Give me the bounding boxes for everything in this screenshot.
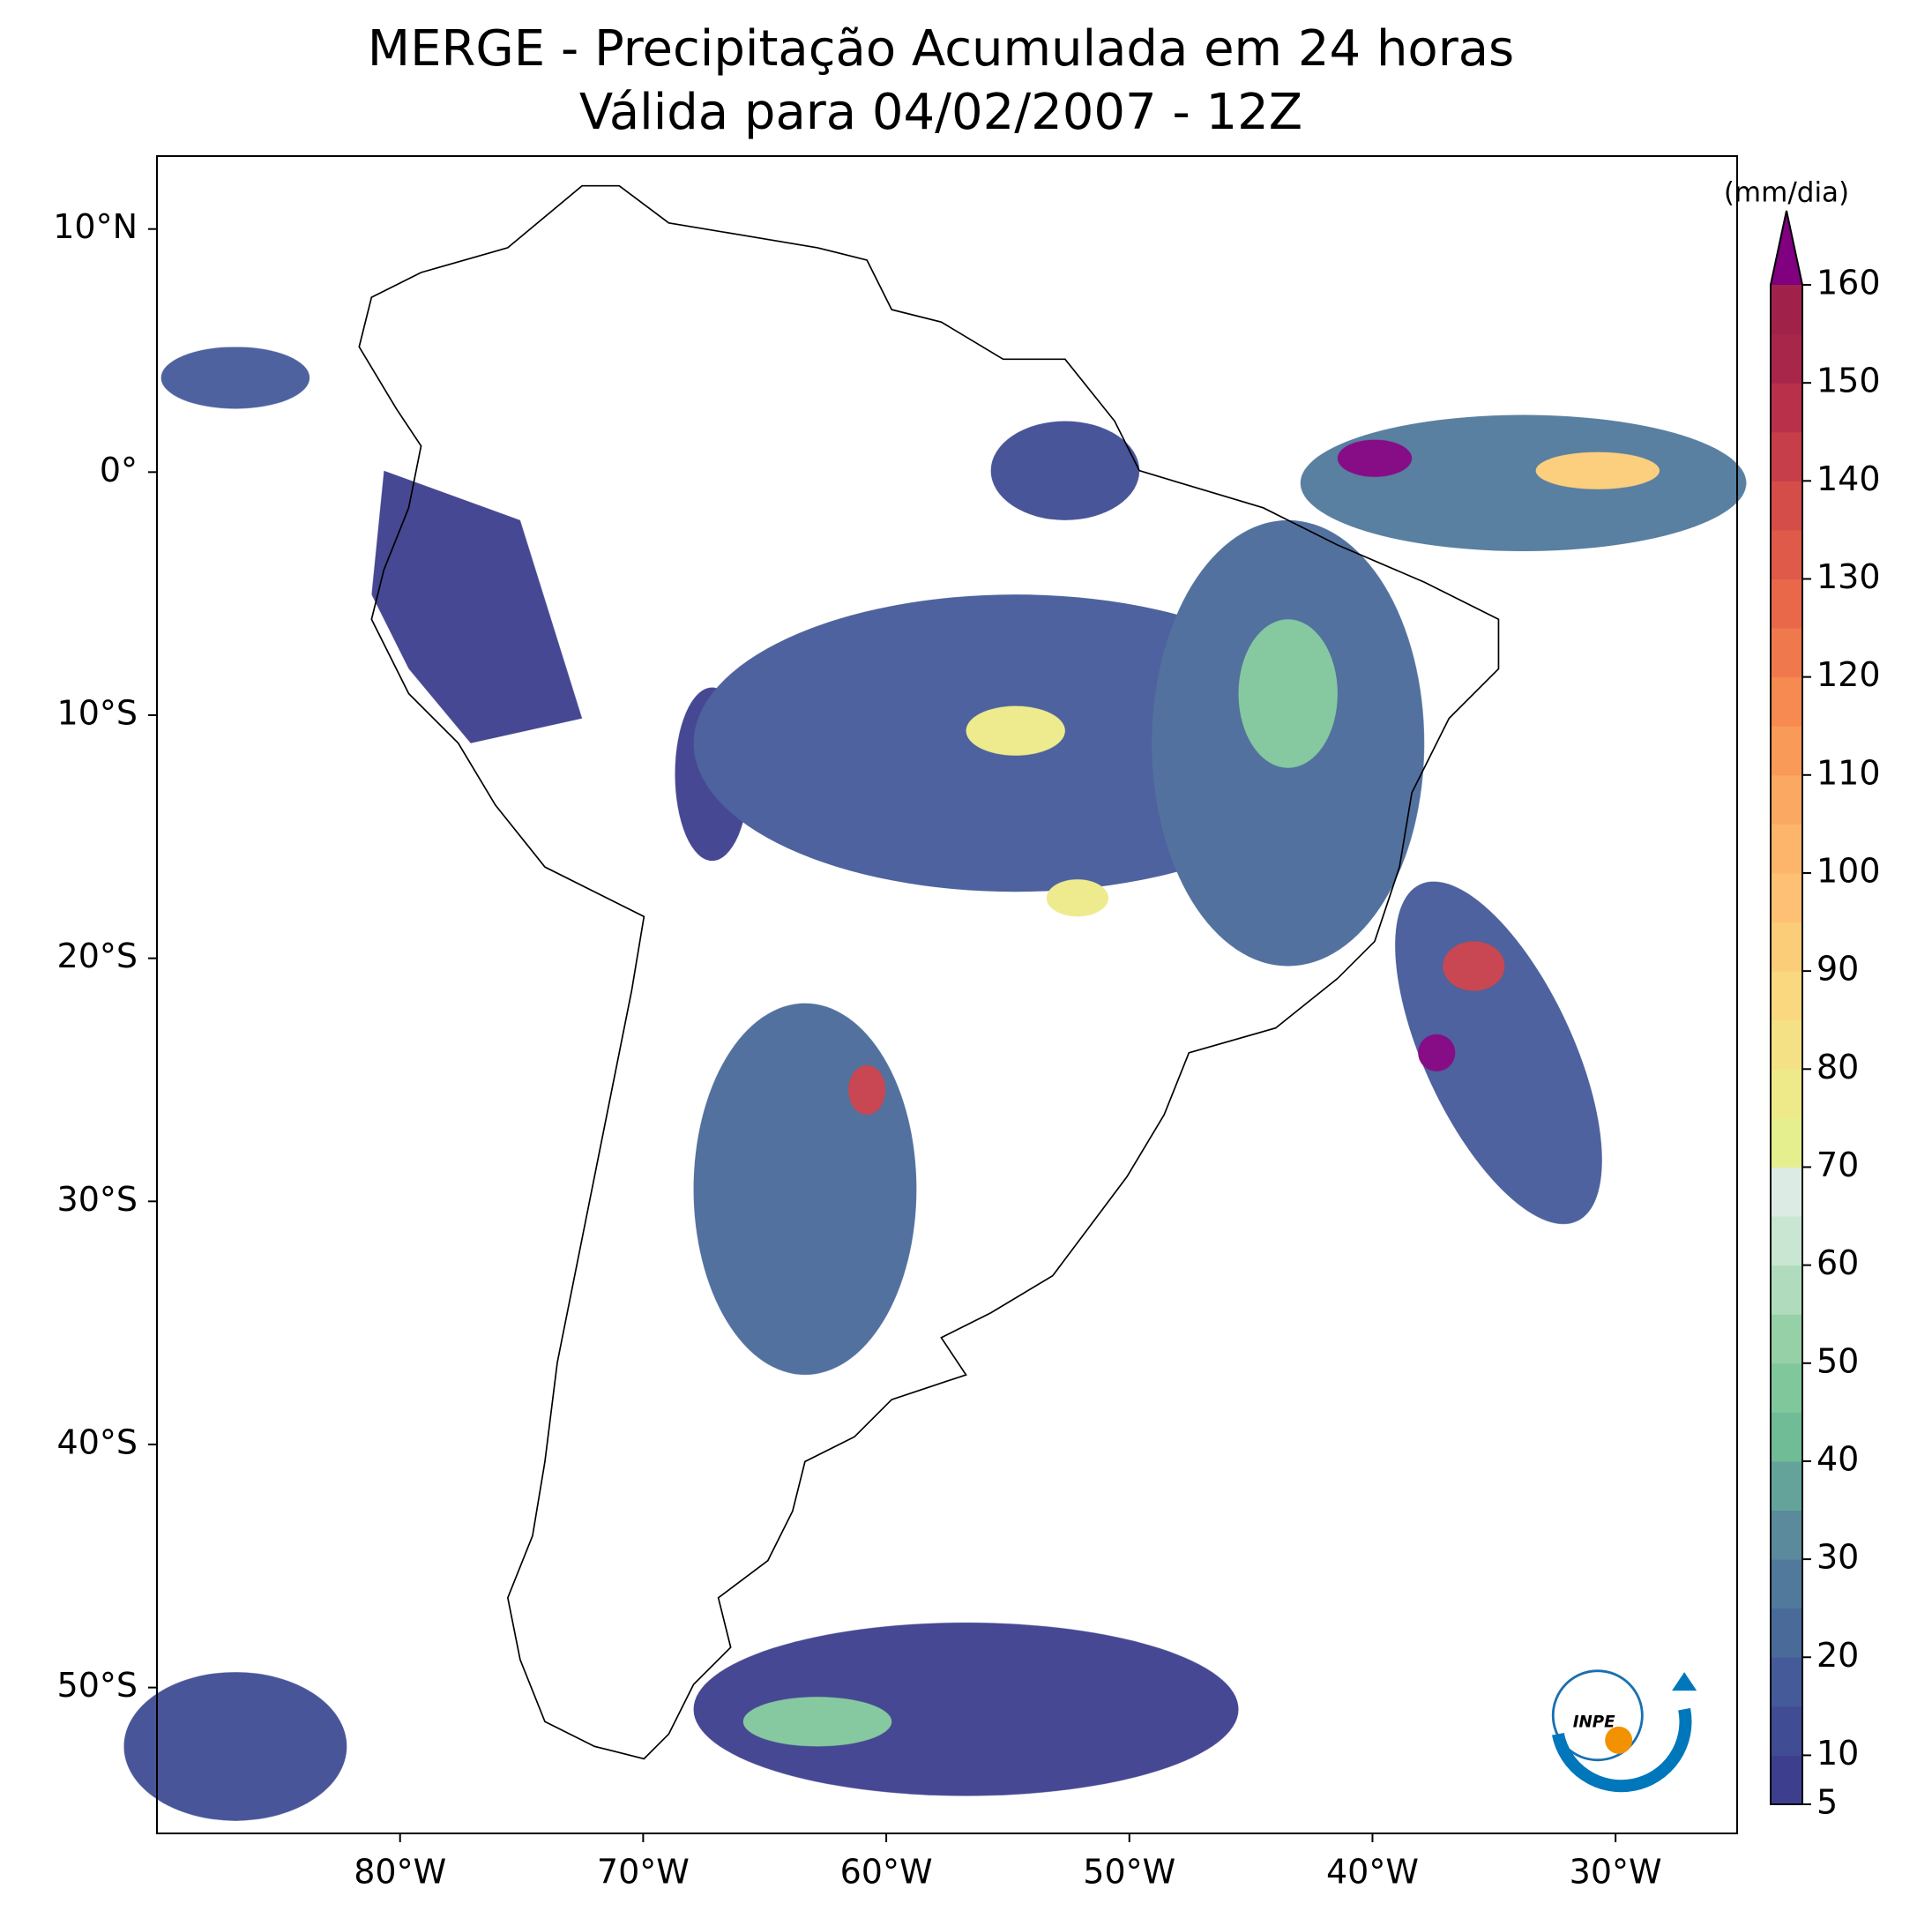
colorbar-band xyxy=(1771,1216,1802,1266)
inpe-logo: INPE xyxy=(1551,1669,1697,1793)
y-tick-label: 0° xyxy=(100,451,138,489)
colorbar-band xyxy=(1771,872,1802,923)
colorbar-tick-label: 40 xyxy=(1816,1439,1859,1478)
colorbar-band xyxy=(1771,1117,1802,1168)
colorbar-band xyxy=(1771,1314,1802,1364)
colorbar-tick-label: 90 xyxy=(1816,950,1859,989)
colorbar-label: (mm/dia) xyxy=(1724,177,1849,209)
colorbar-tick-label: 100 xyxy=(1816,851,1881,890)
colorbar-band xyxy=(1771,1755,1802,1805)
colorbar-extend xyxy=(1771,211,1802,285)
colorbar-band xyxy=(1771,1412,1802,1462)
colorbar-tick-label: 60 xyxy=(1816,1243,1859,1282)
x-tick-label: 70°W xyxy=(597,1853,690,1892)
x-tick-label: 60°W xyxy=(840,1853,933,1892)
colorbar-tick-label: 70 xyxy=(1816,1146,1859,1184)
colorbar-band xyxy=(1771,824,1802,874)
colorbar-band xyxy=(1771,1265,1802,1315)
colorbar-tick-label: 150 xyxy=(1816,362,1881,400)
colorbar-tick-label: 5 xyxy=(1816,1783,1838,1822)
colorbar-band xyxy=(1771,579,1802,629)
y-tick-label: 10°N xyxy=(53,207,138,246)
precipitation-field xyxy=(123,347,1747,1821)
colorbar-band xyxy=(1771,431,1802,481)
colorbar-band xyxy=(1771,1019,1802,1070)
x-tick-label: 50°W xyxy=(1083,1853,1175,1892)
colorbar-band xyxy=(1771,1608,1802,1658)
colorbar-frame xyxy=(1770,210,1803,1805)
y-tick-label: 40°S xyxy=(57,1422,138,1461)
colorbar-band xyxy=(1771,971,1802,1021)
y-tick-label: 50°S xyxy=(57,1666,138,1705)
colorbar-tick-label: 80 xyxy=(1816,1048,1859,1086)
x-tick-label: 30°W xyxy=(1570,1853,1662,1892)
title: MERGE - Precipitação Acumulada em 24 hor… xyxy=(368,20,1514,78)
colorbar-tick-label: 20 xyxy=(1816,1636,1859,1675)
colorbar-band xyxy=(1771,676,1802,727)
colorbar-tick-label: 130 xyxy=(1816,557,1881,596)
plot-frame xyxy=(156,155,1738,1834)
subtitle: Válida para 04/02/2007 - 12Z xyxy=(579,84,1302,141)
colorbar-band xyxy=(1771,1510,1802,1560)
y-tick-label: 20°S xyxy=(57,937,138,975)
x-tick-label: 40°W xyxy=(1326,1853,1419,1892)
colorbar-tick-label: 110 xyxy=(1816,753,1881,792)
colorbar-band xyxy=(1771,481,1802,531)
colorbar-band xyxy=(1771,1706,1802,1756)
x-tick-label: 80°W xyxy=(354,1853,446,1892)
colorbar-band xyxy=(1771,383,1802,433)
y-tick-label: 10°S xyxy=(57,694,138,733)
colorbar-band xyxy=(1771,726,1802,776)
colorbar-tick-label: 10 xyxy=(1816,1734,1859,1773)
logo-text: INPE xyxy=(1573,1713,1615,1732)
colorbar-tick-label: 140 xyxy=(1816,459,1881,498)
colorbar-band xyxy=(1771,922,1802,972)
colorbar-tick-label: 120 xyxy=(1816,655,1881,694)
colorbar-band xyxy=(1771,1460,1802,1512)
colorbar-tick-label: 50 xyxy=(1816,1341,1859,1380)
colorbar-band xyxy=(1771,774,1802,825)
colorbar-band xyxy=(1771,1069,1802,1119)
colorbar-band xyxy=(1771,1167,1802,1217)
colorbar-band xyxy=(1771,333,1802,384)
coastline xyxy=(358,184,1500,1760)
colorbar-band xyxy=(1771,1362,1802,1413)
colorbar-band xyxy=(1771,1559,1802,1609)
y-tick-label: 30°S xyxy=(57,1180,138,1219)
colorbar-tick-label: 30 xyxy=(1816,1538,1859,1577)
colorbar-band xyxy=(1771,529,1802,579)
map-layer: INPE xyxy=(123,184,1747,1821)
colorbar-band xyxy=(1771,628,1802,678)
colorbar-band xyxy=(1771,1657,1802,1707)
colorbar-band xyxy=(1771,285,1802,335)
colorbar-tick-label: 160 xyxy=(1816,264,1881,302)
